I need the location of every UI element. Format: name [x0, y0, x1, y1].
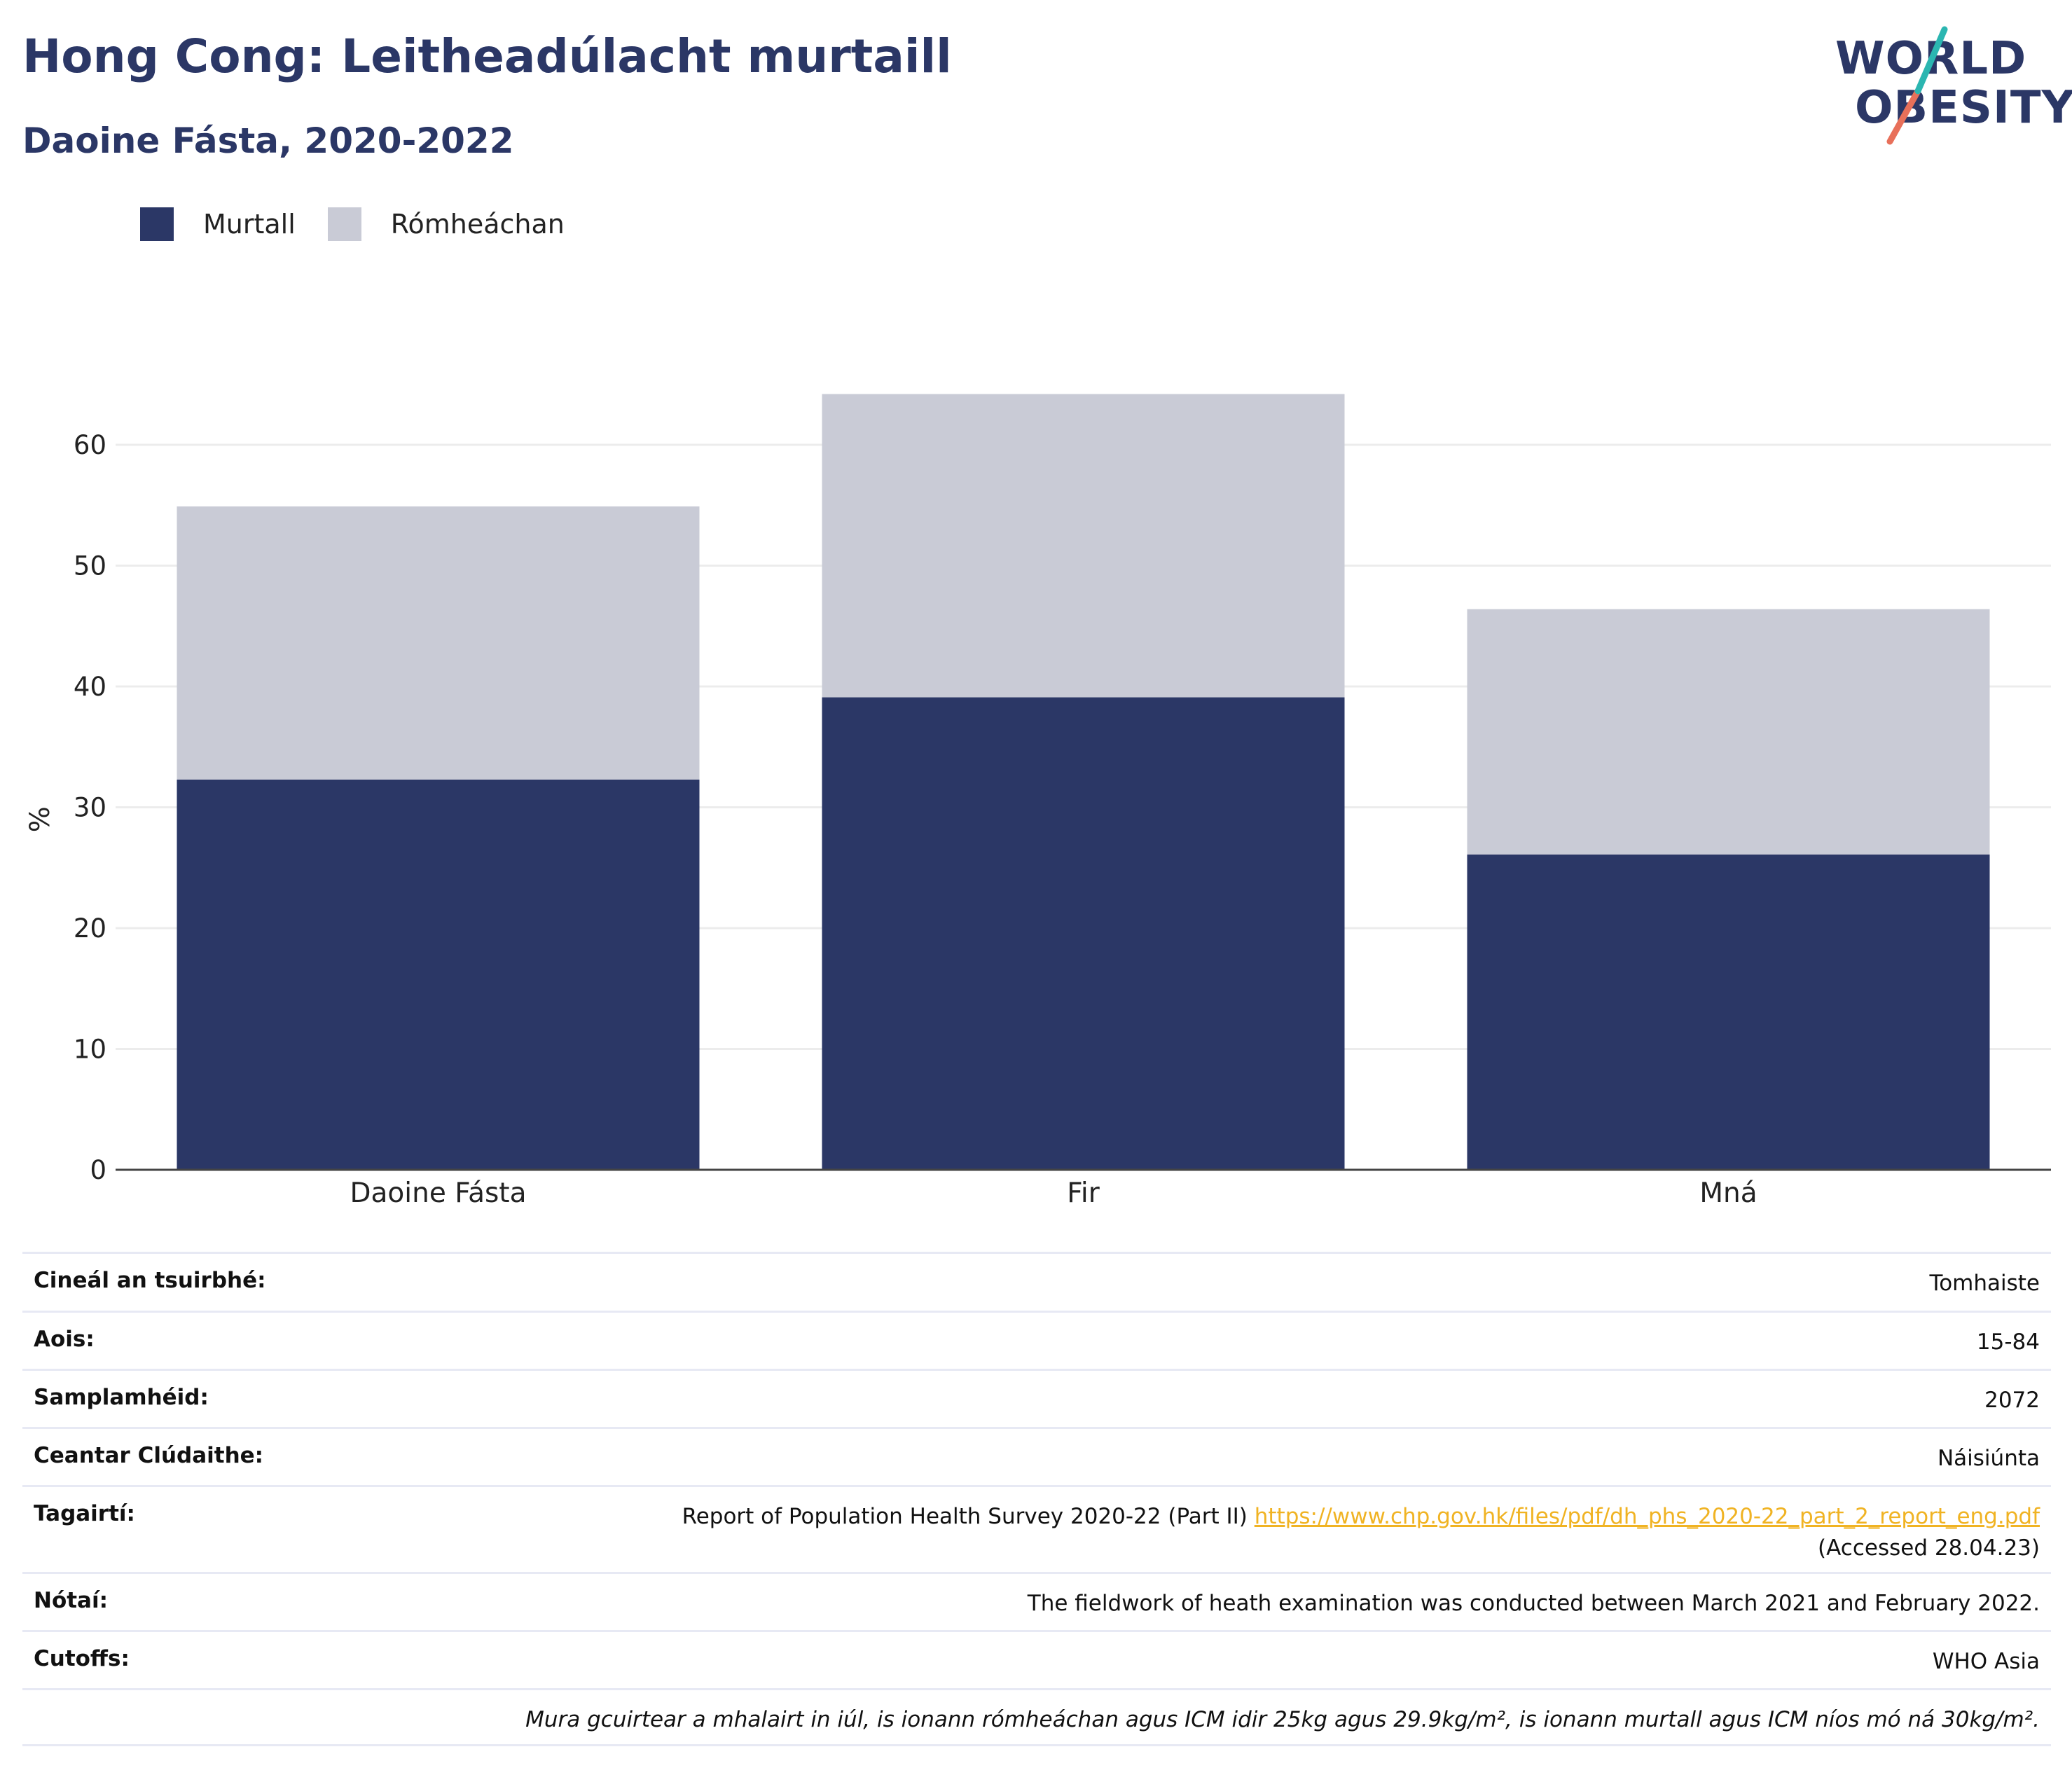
y-tick-label: 20	[74, 913, 106, 944]
age-value: 15-84	[1976, 1329, 2040, 1355]
table-row-survey-type: Cineál an tsuirbhé: Tomhaiste	[22, 1252, 2051, 1311]
table-row-cutoffs: Cutoffs: WHO Asia	[22, 1630, 2051, 1688]
age-label: Aois:	[34, 1327, 95, 1352]
reference-link[interactable]: https://www.chp.gov.hk/files/pdf/dh_phs_…	[1254, 1504, 2040, 1529]
survey-type-label: Cineál an tsuirbhé:	[34, 1268, 266, 1293]
bar-obesity	[177, 779, 700, 1170]
definition-footnote: Mura gcuirtear a mhalairt in iúl, is ion…	[525, 1707, 2040, 1732]
y-axis-label: %	[25, 806, 56, 832]
references-value: Report of Population Health Survey 2020-…	[682, 1501, 2040, 1564]
coverage-label: Ceantar Clúdaithe:	[34, 1443, 264, 1468]
legend-swatch-obesity	[140, 207, 174, 241]
notes-label: Nótaí:	[34, 1588, 109, 1613]
x-tick-label: Daoine Fásta	[350, 1177, 527, 1209]
table-row-sample-size: Samplamhéid: 2072	[22, 1369, 2051, 1427]
legend-label-overweight: Rómheáchan	[390, 209, 565, 240]
bar-overweight	[177, 506, 700, 780]
table-row-coverage: Ceantar Clúdaithe: Náisiúnta	[22, 1427, 2051, 1485]
legend-item-obesity[interactable]: Murtall	[140, 207, 296, 241]
bar-overweight	[1467, 609, 1990, 855]
legend-label-obesity: Murtall	[203, 209, 296, 240]
y-tick-label: 10	[74, 1035, 106, 1065]
reference-accessed: (Accessed 28.04.23)	[1818, 1535, 2040, 1561]
table-row-notes: Nótaí: The fieldwork of heath examinatio…	[22, 1572, 2051, 1630]
x-tick-label: Fir	[1067, 1177, 1100, 1209]
sample-size-label: Samplamhéid:	[34, 1385, 209, 1410]
chart-title: Hong Cong: Leitheadúlacht murtaill	[22, 29, 952, 83]
bar-chart: 0 10 20 30 40 50 60% Daoine Fásta Fir Mná	[25, 394, 2051, 1209]
legend-item-overweight[interactable]: Rómheáchan	[327, 207, 565, 241]
y-tick-label: 0	[90, 1155, 106, 1185]
reference-text: Report of Population Health Survey 2020-…	[682, 1504, 1248, 1529]
sample-size-value: 2072	[1984, 1388, 2040, 1413]
table-row-age: Aois: 15-84	[22, 1311, 2051, 1369]
references-label: Tagairtí:	[34, 1501, 135, 1526]
legend-swatch-overweight	[327, 207, 361, 241]
coverage-value: Náisiúnta	[1937, 1446, 2040, 1471]
table-row-footnote: Mura gcuirtear a mhalairt in iúl, is ion…	[22, 1688, 2051, 1746]
chart-subtitle: Daoine Fásta, 2020-2022	[22, 120, 514, 161]
bar-overweight	[822, 394, 1345, 698]
bar-obesity	[822, 697, 1345, 1170]
logo-slash-icon	[1886, 26, 1948, 145]
x-tick-label: Mná	[1699, 1177, 1757, 1209]
y-tick-label: 30	[74, 793, 106, 823]
y-tick-label: 60	[74, 430, 106, 460]
logo-text-obesity: OBESITY	[1855, 82, 2072, 134]
chart-legend: Murtall Rómheáchan	[140, 207, 597, 241]
survey-info-table: Cineál an tsuirbhé: Tomhaiste Aois: 15-8…	[22, 1252, 2051, 1746]
table-row-references: Tagairtí: Report of Population Health Su…	[22, 1485, 2051, 1572]
y-tick-label: 50	[74, 551, 106, 581]
survey-type-value: Tomhaiste	[1929, 1271, 2040, 1296]
cutoffs-label: Cutoffs:	[34, 1646, 130, 1671]
cutoffs-value: WHO Asia	[1932, 1649, 2040, 1674]
bar-obesity	[1467, 854, 1990, 1170]
notes-value: The fieldwork of heath examination was c…	[1027, 1591, 2040, 1616]
world-obesity-logo: WORLD OBESITY	[1814, 21, 2072, 154]
y-tick-label: 40	[74, 672, 106, 702]
